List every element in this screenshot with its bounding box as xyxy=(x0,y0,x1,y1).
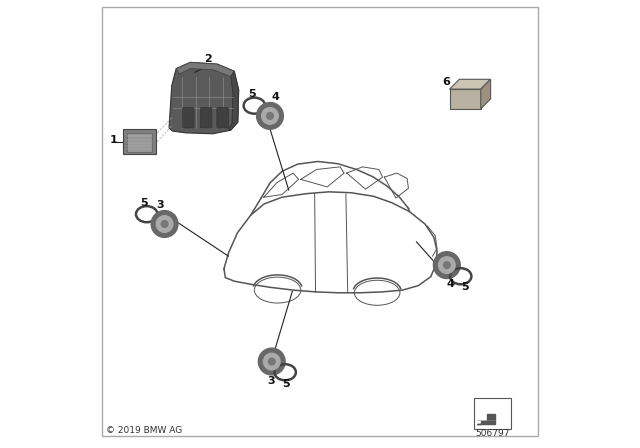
Text: 1: 1 xyxy=(110,135,118,145)
Text: 3: 3 xyxy=(157,200,164,210)
FancyBboxPatch shape xyxy=(217,108,228,128)
Polygon shape xyxy=(481,79,491,109)
Bar xyxy=(474,398,511,429)
Circle shape xyxy=(161,221,168,227)
FancyBboxPatch shape xyxy=(182,108,194,128)
Bar xyxy=(449,89,481,109)
Text: © 2019 BMW AG: © 2019 BMW AG xyxy=(106,426,182,435)
Circle shape xyxy=(259,348,285,375)
Circle shape xyxy=(444,262,450,268)
Circle shape xyxy=(151,211,178,237)
Text: 5: 5 xyxy=(461,282,469,293)
Circle shape xyxy=(433,252,460,279)
FancyBboxPatch shape xyxy=(127,133,152,152)
Polygon shape xyxy=(477,414,495,424)
Text: 506797: 506797 xyxy=(475,429,509,438)
Polygon shape xyxy=(169,62,239,134)
Text: 4: 4 xyxy=(447,279,455,289)
Text: 2: 2 xyxy=(204,54,212,64)
Polygon shape xyxy=(228,71,239,130)
Text: 5: 5 xyxy=(140,198,147,207)
Circle shape xyxy=(264,353,280,370)
Text: 3: 3 xyxy=(267,376,275,386)
Text: 5: 5 xyxy=(248,90,255,99)
Circle shape xyxy=(268,358,275,365)
Circle shape xyxy=(156,215,173,233)
Text: 6: 6 xyxy=(442,77,451,87)
Text: 4: 4 xyxy=(271,92,279,102)
Circle shape xyxy=(262,108,278,124)
Circle shape xyxy=(267,112,273,119)
Polygon shape xyxy=(449,79,491,89)
Text: 5: 5 xyxy=(282,379,290,389)
Circle shape xyxy=(438,257,455,273)
FancyBboxPatch shape xyxy=(124,129,156,154)
FancyBboxPatch shape xyxy=(200,108,212,128)
Circle shape xyxy=(257,103,284,129)
Polygon shape xyxy=(176,62,234,77)
